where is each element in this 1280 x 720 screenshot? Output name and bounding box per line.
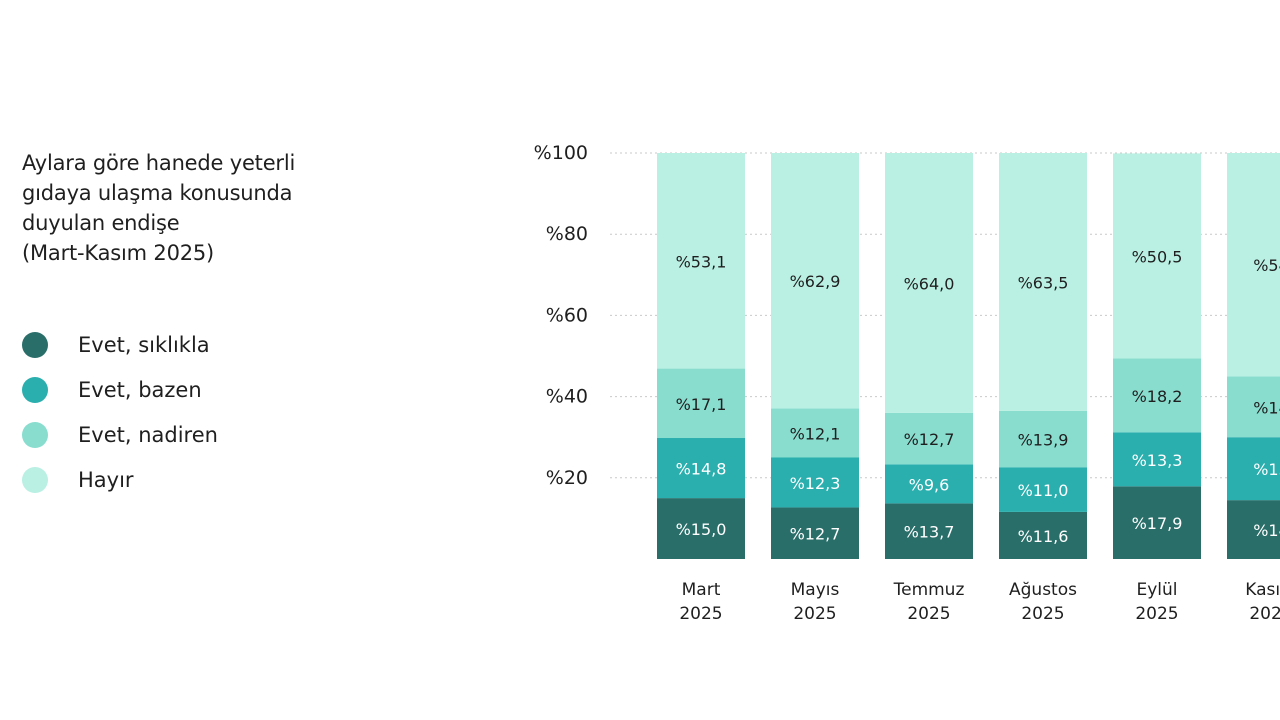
data-label: %17,9	[1132, 514, 1183, 533]
bar-segment	[1113, 153, 1201, 359]
y-tick-label: %100	[534, 142, 588, 164]
data-label: %64,0	[904, 274, 955, 293]
data-label: %13,3	[1132, 451, 1183, 470]
data-label: %14	[1253, 521, 1280, 540]
bar-segment	[657, 498, 745, 559]
data-label: %11,0	[1018, 481, 1069, 500]
legend-item-sometimes: Evet, bazen	[22, 367, 218, 412]
y-tick-label: %40	[546, 386, 588, 408]
data-label: %54	[1253, 256, 1280, 275]
x-tick-label: Mayıs	[791, 580, 840, 600]
legend-label-no: Hayır	[78, 467, 134, 492]
chart-title: Aylara göre hanede yeterli gıdaya ulaşma…	[22, 151, 296, 265]
bar-segment	[1113, 358, 1201, 433]
x-tick-label: 2025	[907, 604, 950, 624]
bar-segment	[999, 410, 1087, 468]
bar-segment	[771, 153, 859, 409]
bar-segment	[1113, 432, 1201, 487]
bar-segment	[771, 457, 859, 508]
data-label: %12,1	[790, 424, 841, 443]
data-label: %12,7	[904, 430, 955, 449]
legend-label-often: Evet, sıklıkla	[78, 332, 210, 357]
data-label: %13,9	[1018, 431, 1069, 450]
legend-swatch-sometimes	[22, 376, 48, 403]
legend-label-rarely: Evet, nadiren	[78, 422, 218, 447]
bar-segment	[1113, 486, 1201, 559]
legend-swatch-rarely	[22, 421, 48, 448]
x-tick-label: 2025	[679, 604, 722, 624]
legend: Evet, sıklıkla Evet, bazen Evet, nadiren…	[22, 322, 218, 502]
x-tick-label: 2025	[1021, 604, 1064, 624]
legend-swatch-often	[22, 331, 48, 358]
data-label: %13,7	[904, 523, 955, 542]
y-tick-label: %20	[546, 467, 588, 489]
bar-segment	[771, 408, 859, 458]
data-label: %53,1	[676, 252, 727, 271]
y-tick-label: %80	[546, 223, 588, 245]
x-tick-label: 2025	[1135, 604, 1178, 624]
legend-label-sometimes: Evet, bazen	[78, 377, 202, 402]
data-label: %15	[1253, 460, 1280, 479]
data-label: %14,8	[676, 460, 727, 479]
data-label: %63,5	[1018, 273, 1069, 292]
data-label: %14	[1253, 398, 1280, 417]
x-tick-label: Ağustos	[1009, 580, 1077, 600]
bar-segment	[657, 153, 745, 369]
data-label: %62,9	[790, 272, 841, 291]
data-label: %9,6	[909, 475, 950, 494]
y-tick-label: %60	[546, 304, 588, 326]
bar-segment	[999, 153, 1087, 411]
bar-segment	[657, 438, 745, 499]
data-label: %50,5	[1132, 247, 1183, 266]
legend-swatch-no	[22, 466, 48, 493]
bar-segment	[1227, 153, 1280, 377]
legend-item-often: Evet, sıklıkla	[22, 322, 218, 367]
x-tick-label: Temmuz	[893, 580, 965, 600]
bar-segment	[657, 368, 745, 439]
bar-segment	[1227, 376, 1280, 438]
bar-segment	[999, 467, 1087, 512]
bar-segment	[885, 464, 973, 504]
bar-segment	[885, 503, 973, 559]
data-label: %15,0	[676, 520, 727, 539]
data-label: %17,1	[676, 395, 727, 414]
x-tick-label: Kasım	[1245, 580, 1280, 600]
legend-item-no: Hayır	[22, 457, 218, 502]
bar-segment	[999, 511, 1087, 559]
data-label: %11,6	[1018, 527, 1069, 546]
bar-segment	[771, 507, 859, 559]
bar-segment	[1227, 500, 1280, 559]
x-tick-label: 2025	[1249, 604, 1280, 624]
x-tick-label: Mart	[682, 580, 721, 600]
data-label: %12,3	[790, 474, 841, 493]
data-label: %12,7	[790, 525, 841, 544]
x-tick-label: 2025	[793, 604, 836, 624]
legend-item-rarely: Evet, nadiren	[22, 412, 218, 457]
bar-segment	[885, 153, 973, 413]
bar-segment	[885, 412, 973, 465]
data-label: %18,2	[1132, 387, 1183, 406]
bar-segment	[1227, 437, 1280, 501]
x-tick-label: Eylül	[1136, 580, 1177, 600]
